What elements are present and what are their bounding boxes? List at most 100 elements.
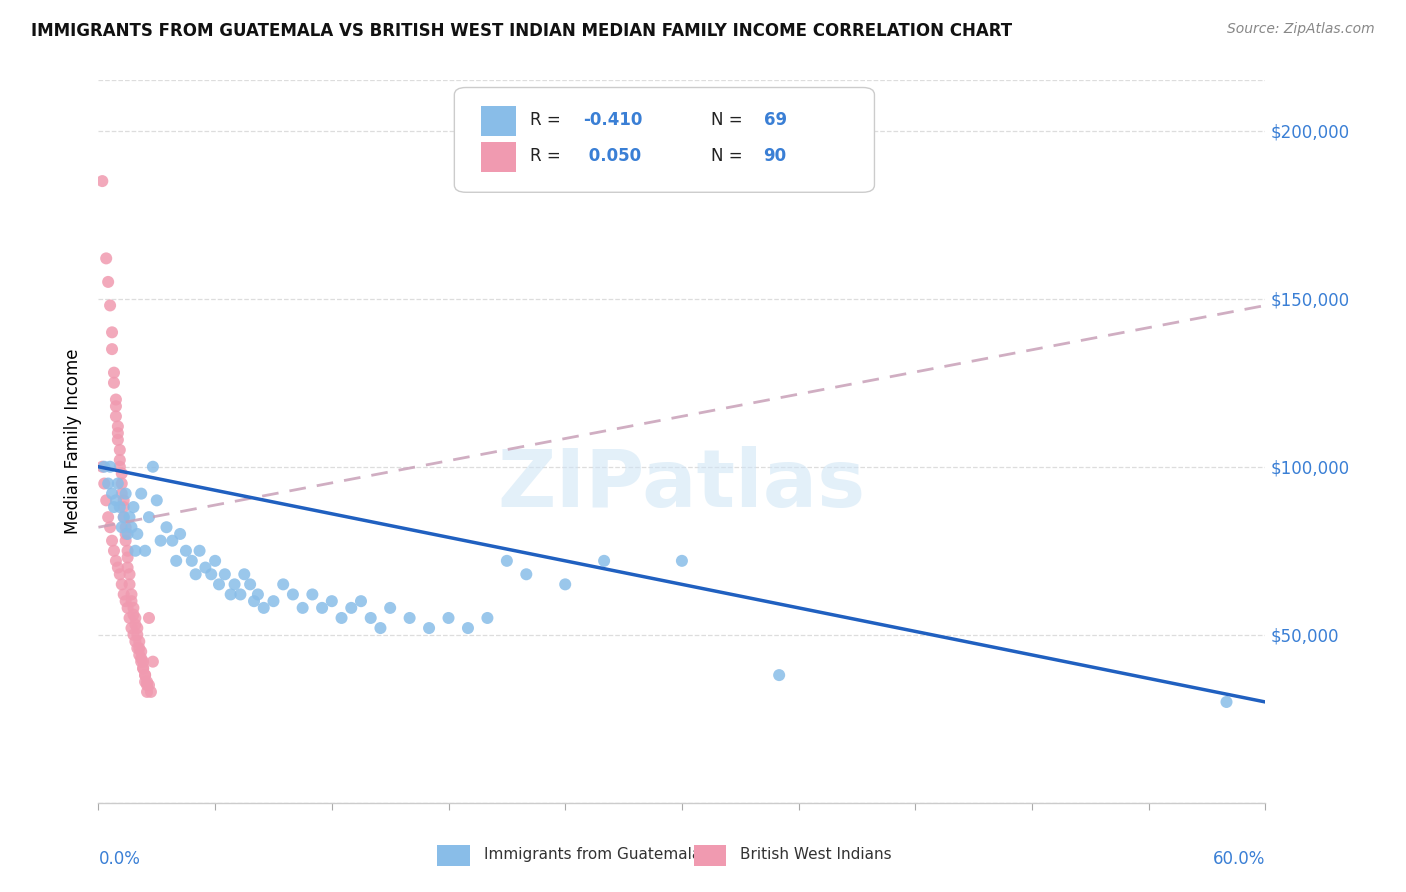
Point <box>246 587 269 601</box>
Point <box>134 668 156 682</box>
Point <box>593 554 616 568</box>
Point <box>124 634 146 648</box>
Point <box>768 668 790 682</box>
Point <box>219 587 242 601</box>
Point <box>103 376 125 390</box>
Bar <box>693 845 727 866</box>
Point <box>139 685 162 699</box>
Point <box>224 577 246 591</box>
Text: Immigrants from Guatemala: Immigrants from Guatemala <box>484 847 700 863</box>
Point <box>117 543 139 558</box>
Point <box>340 600 363 615</box>
Point <box>128 648 150 662</box>
Point <box>233 567 256 582</box>
Point <box>204 554 226 568</box>
Point <box>138 611 160 625</box>
Point <box>114 520 136 534</box>
Point <box>554 577 576 591</box>
Point <box>136 678 159 692</box>
Point <box>380 600 402 615</box>
Point <box>134 674 156 689</box>
Point <box>138 678 160 692</box>
Point <box>107 560 129 574</box>
Point <box>108 500 131 514</box>
Point <box>117 527 139 541</box>
Point <box>98 459 121 474</box>
Point <box>311 600 333 615</box>
Bar <box>481 142 516 172</box>
Point <box>165 554 187 568</box>
Point <box>112 510 135 524</box>
Point <box>515 567 537 582</box>
Point <box>117 550 139 565</box>
Point <box>132 661 155 675</box>
Point <box>108 567 131 582</box>
Text: N =: N = <box>711 147 748 165</box>
Bar <box>481 105 516 136</box>
Point <box>93 476 115 491</box>
Point <box>112 493 135 508</box>
Point <box>107 426 129 441</box>
Text: ZIPatlas: ZIPatlas <box>498 446 866 524</box>
Point <box>114 486 136 500</box>
Point <box>174 543 197 558</box>
Point <box>122 607 145 622</box>
Point <box>127 641 149 656</box>
Point <box>118 577 141 591</box>
Point <box>121 594 143 608</box>
Point <box>437 611 460 625</box>
Point <box>101 342 124 356</box>
Point <box>398 611 420 625</box>
Point <box>360 611 382 625</box>
Point <box>671 554 693 568</box>
Point <box>128 634 150 648</box>
Point <box>457 621 479 635</box>
Point <box>104 409 127 424</box>
Point <box>188 543 211 558</box>
Point <box>108 453 131 467</box>
Point <box>142 655 165 669</box>
Point <box>291 600 314 615</box>
Point <box>1215 695 1237 709</box>
Text: Source: ZipAtlas.com: Source: ZipAtlas.com <box>1227 22 1375 37</box>
Point <box>128 641 150 656</box>
Point <box>169 527 191 541</box>
Point <box>101 533 124 548</box>
Point <box>418 621 440 635</box>
Point <box>122 628 145 642</box>
Point <box>162 533 184 548</box>
Point <box>103 543 125 558</box>
Text: British West Indians: British West Indians <box>741 847 891 863</box>
Point <box>96 252 118 266</box>
Text: 0.050: 0.050 <box>582 147 641 165</box>
Point <box>239 577 262 591</box>
Point <box>271 577 294 591</box>
Point <box>118 510 141 524</box>
Point <box>136 685 159 699</box>
Point <box>214 567 236 582</box>
Point <box>114 533 136 548</box>
Point <box>132 661 155 675</box>
Point <box>330 611 353 625</box>
Point <box>97 275 120 289</box>
Point <box>112 587 135 601</box>
Point <box>149 533 172 548</box>
Point <box>321 594 343 608</box>
Point <box>107 476 129 491</box>
Point <box>129 486 152 500</box>
Point <box>208 577 231 591</box>
Point <box>104 399 127 413</box>
Point <box>129 651 152 665</box>
Point <box>184 567 207 582</box>
Point <box>107 419 129 434</box>
Point <box>111 486 134 500</box>
Point <box>108 442 131 457</box>
Point <box>122 500 145 514</box>
Point <box>142 459 165 474</box>
Point <box>101 326 124 340</box>
Point <box>129 644 152 658</box>
Point <box>114 527 136 541</box>
Point <box>111 577 134 591</box>
Point <box>243 594 266 608</box>
Text: 69: 69 <box>763 111 787 129</box>
